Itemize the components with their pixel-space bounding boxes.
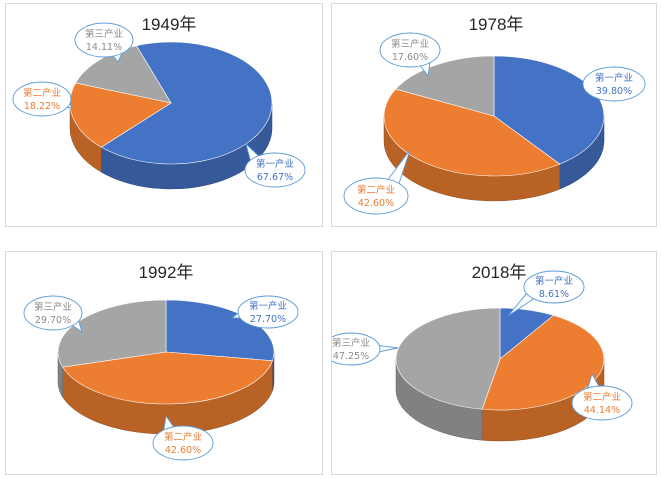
- chart-panel-1949: 1949年第一产业 67.67% 第二产业 18.22% 第三产业 14.11%: [5, 3, 323, 227]
- chart-title: 2018年: [472, 263, 527, 282]
- callout-1: 第一产业 67.67%: [244, 142, 306, 188]
- slice-value-label: 8.61%: [539, 289, 569, 300]
- callout-bubble-fill: [239, 297, 297, 327]
- chart-panel-1992: 1992年第一产业 27.70% 第二产业 42.60% 第三产业 29.70%: [5, 251, 323, 475]
- callout-bubble-fill: [584, 68, 644, 100]
- callout-bubble-fill: [525, 272, 583, 302]
- chart-panel-1978: 1978年第一产业 39.80% 第二产业 42.60% 第三产业 17.60%: [331, 3, 657, 227]
- slice-label: 第一产业: [249, 300, 287, 312]
- slice-label: 第三产业: [332, 337, 370, 349]
- slice-value-label: 14.11%: [86, 42, 122, 53]
- slice-value-label: 47.25%: [333, 351, 369, 362]
- slice-value-label: 44.14%: [584, 405, 620, 416]
- chart-title: 1949年: [142, 15, 197, 34]
- callout-bubble-fill: [76, 24, 132, 56]
- callout-3: 第三产业 47.25%: [332, 332, 399, 366]
- callout-1: 第一产业 27.70%: [230, 295, 299, 329]
- callout-3: 第三产业 14.11%: [74, 22, 134, 63]
- slice-label: 第二产业: [357, 184, 395, 196]
- callout-bubble-fill: [246, 154, 304, 186]
- pie-slice-2: [383, 88, 561, 177]
- pie-slice-2: [481, 314, 605, 411]
- callout-3: 第三产业 17.60%: [379, 32, 441, 78]
- slice-label: 第三产业: [34, 301, 72, 313]
- chart-title: 1978年: [469, 15, 524, 34]
- slice-value-label: 42.60%: [358, 198, 394, 209]
- slice-value-label: 27.70%: [250, 314, 286, 325]
- callout-bubble-fill: [345, 179, 407, 213]
- slice-value-label: 67.67%: [257, 172, 293, 183]
- pie-slice-2: [69, 82, 172, 148]
- callout-2: 第二产业 44.14%: [571, 372, 633, 421]
- slice-label: 第二产业: [23, 87, 61, 99]
- callout-2: 第二产业 18.22%: [12, 81, 73, 117]
- callout-3: 第三产业 29.70%: [23, 295, 83, 334]
- slice-label: 第一产业: [535, 275, 573, 287]
- callout-2: 第二产业 42.60%: [343, 149, 411, 215]
- callout-bubble-fill: [381, 34, 439, 66]
- slice-label: 第一产业: [256, 158, 294, 170]
- pie-slice-1: [100, 41, 273, 165]
- slice-value-label: 29.70%: [35, 315, 71, 326]
- callout-bubble-fill: [332, 334, 379, 364]
- slice-label: 第三产业: [85, 28, 123, 40]
- slice-label: 第一产业: [595, 72, 633, 84]
- slice-label: 第二产业: [583, 391, 621, 403]
- chart-panel-2018: 2018年 第一产业 8.61% 第二产业 44.14% 第三产业 47.25%: [331, 251, 657, 475]
- callout-2: 第二产业 42.60%: [152, 414, 214, 461]
- callout-1: 第一产业 8.61%: [507, 270, 585, 317]
- slice-value-label: 17.60%: [392, 52, 428, 63]
- pie-slice-3: [395, 307, 501, 410]
- slice-value-label: 39.80%: [596, 86, 632, 97]
- pie-slice-3: [75, 45, 172, 104]
- slice-value-label: 18.22%: [24, 101, 60, 112]
- chart-title: 1992年: [139, 263, 194, 282]
- callout-bubble-fill: [573, 387, 631, 419]
- callout-1: 第一产业 39.80%: [582, 66, 646, 102]
- pie-slice-2: [62, 351, 273, 405]
- callout-bubble-fill: [25, 297, 81, 329]
- pie-chart-2018: 2018年 第一产业 8.61% 第二产业 44.14% 第三产业 47.25%: [332, 263, 633, 442]
- slice-label: 第二产业: [164, 431, 202, 443]
- pie-slice-3: [395, 55, 495, 117]
- slice-value-label: 42.60%: [165, 445, 201, 456]
- callout-bubble-fill: [154, 427, 212, 459]
- slice-label: 第三产业: [391, 38, 429, 50]
- callout-bubble-fill: [14, 83, 70, 115]
